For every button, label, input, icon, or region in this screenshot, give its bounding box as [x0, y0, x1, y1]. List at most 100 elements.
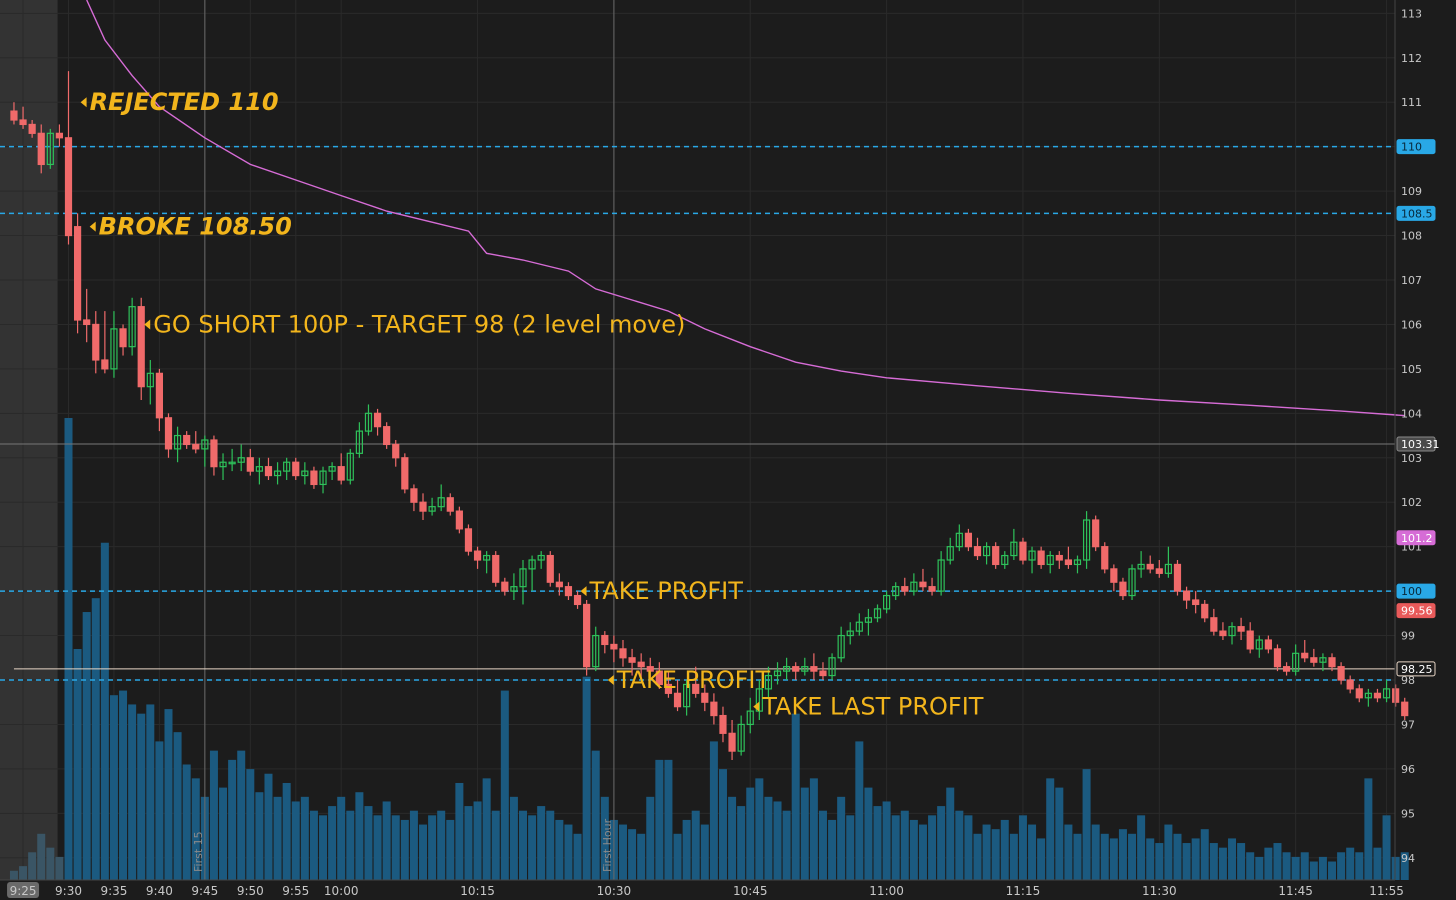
candle-body: [401, 457, 409, 490]
candle: [819, 662, 827, 680]
candle: [1210, 608, 1218, 636]
price-tick-label: 99: [1401, 630, 1415, 643]
volume-bar: [364, 806, 373, 880]
annotation-pointer: [580, 586, 587, 597]
candle: [1064, 546, 1073, 569]
candle-body: [882, 594, 891, 610]
time-tick-label: 10:45: [733, 884, 768, 898]
annotation: TAKE PROFIT: [607, 666, 770, 694]
volume-bar: [637, 833, 646, 880]
candle: [173, 426, 182, 463]
time-cursor-badge: [7, 882, 40, 898]
candle: [964, 528, 973, 552]
volume-bar: [755, 778, 764, 880]
volume-bar: [164, 709, 173, 880]
level-lines: [0, 145, 1395, 681]
candle-body: [128, 306, 136, 348]
candle-body: [1010, 541, 1018, 557]
volume-bar: [337, 796, 346, 880]
volume-bar: [1128, 833, 1137, 880]
candle-body: [364, 412, 373, 432]
volume-bar: [9, 870, 18, 880]
price-tick-label: 111: [1401, 96, 1422, 109]
volume-bar: [773, 801, 782, 880]
volume-bar: [1373, 847, 1382, 880]
volume-bar: [119, 690, 128, 880]
candle: [737, 715, 745, 756]
candle-body: [10, 110, 18, 121]
candle-body: [501, 581, 509, 592]
candle-body: [246, 457, 254, 472]
candle-body: [319, 470, 327, 486]
candle: [1310, 648, 1318, 667]
candle-body: [301, 470, 309, 477]
price-tag-box: [1396, 139, 1436, 155]
candle: [255, 457, 263, 485]
volume-bar: [191, 778, 200, 880]
time-tick-label: 9:35: [100, 884, 127, 898]
candle: [1228, 622, 1236, 645]
candle: [982, 542, 991, 565]
candle-body: [55, 132, 64, 139]
price-tag: 103.31: [1396, 436, 1440, 452]
candle-body: [210, 439, 218, 468]
candle: [28, 120, 36, 138]
candle-body: [1292, 652, 1300, 672]
volume-bar: [818, 810, 827, 880]
candle-body: [1182, 590, 1191, 601]
volume-bar: [1000, 819, 1009, 880]
candle: [683, 680, 691, 716]
candle: [1128, 564, 1136, 600]
candle: [292, 457, 300, 480]
candle: [337, 453, 345, 485]
volume-bar: [1291, 856, 1300, 880]
volume-bar: [1182, 843, 1191, 880]
price-tag-label: 101.2: [1401, 532, 1433, 545]
candle: [1282, 662, 1291, 676]
candle-body: [83, 319, 91, 326]
candle: [1155, 560, 1163, 578]
volume-bar: [573, 833, 582, 880]
candle-body: [1219, 630, 1227, 637]
candle-body: [410, 488, 418, 503]
candle-body: [237, 457, 245, 463]
volume-bar: [273, 796, 282, 880]
candle: [401, 453, 409, 494]
time-tick-label: 9:30: [55, 884, 82, 898]
volume-bar: [428, 815, 437, 880]
candle-body: [1237, 626, 1245, 632]
volume-bar: [382, 801, 391, 880]
candle-body: [328, 466, 336, 472]
volume-bar: [319, 815, 328, 880]
candle: [1373, 688, 1382, 703]
candle: [1037, 546, 1045, 569]
candle: [228, 448, 236, 472]
candle: [1346, 675, 1354, 694]
candle: [1301, 640, 1309, 663]
candle-body: [1001, 554, 1009, 566]
volume-bar: [237, 750, 246, 880]
volume-bar: [1191, 838, 1200, 880]
candle: [873, 604, 882, 623]
volume-bar: [1382, 815, 1391, 880]
candle: [55, 124, 64, 147]
candle-body: [964, 532, 973, 548]
volume-bar: [1318, 856, 1327, 880]
candle-body: [792, 666, 800, 672]
volume-bar: [1037, 838, 1046, 880]
volume-bar: [491, 810, 500, 880]
candle: [92, 311, 100, 374]
candle-body: [428, 506, 436, 512]
candle-body: [519, 568, 527, 588]
candle: [1073, 555, 1082, 574]
volume-bar: [1309, 861, 1318, 880]
volume-bar: [1046, 778, 1055, 880]
candle: [492, 551, 500, 587]
candle-body: [819, 670, 827, 677]
candle: [1264, 635, 1272, 654]
candle: [1401, 697, 1409, 720]
vwap-series: [86, 0, 1405, 417]
candle-body: [546, 554, 554, 583]
time-axis[interactable]: 9:25 9:30 9:35 9:40 9:45 9:50 9:55 10:00 10:15 10…: [0, 879, 1404, 898]
price-tag-box: [1396, 661, 1436, 677]
